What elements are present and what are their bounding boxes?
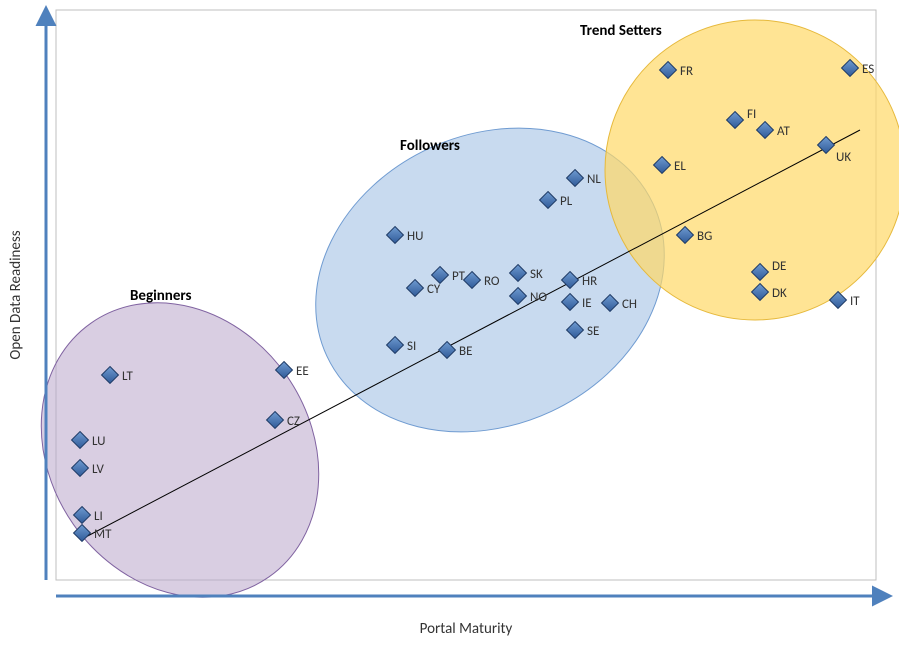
point-label-UK: UK: [836, 150, 851, 165]
point-label-IT: IT: [850, 294, 860, 309]
point-label-CH: CH: [622, 297, 637, 312]
point-label-ES: ES: [862, 62, 874, 77]
point-label-LT: LT: [122, 369, 134, 384]
point-label-DE: DE: [772, 259, 786, 274]
point-label-SI: SI: [407, 339, 416, 354]
point-label-LI: LI: [94, 509, 103, 524]
point-label-PL: PL: [560, 194, 573, 209]
point-label-PT: PT: [452, 269, 466, 284]
point-label-CZ: CZ: [287, 414, 300, 429]
point-label-SK: SK: [530, 267, 543, 282]
point-label-DK: DK: [772, 286, 787, 301]
point-label-HU: HU: [407, 229, 423, 244]
point-label-NO: NO: [530, 290, 547, 305]
point-label-EE: EE: [296, 364, 309, 379]
point-label-AT: AT: [777, 124, 791, 139]
point-label-EL: EL: [674, 159, 686, 174]
cluster-label-beginners: Beginners: [130, 287, 192, 305]
point-label-MT: MT: [94, 527, 112, 542]
point-label-SE: SE: [587, 324, 599, 339]
point-label-IE: IE: [582, 296, 592, 311]
point-label-FR: FR: [680, 64, 693, 79]
cluster-label-trendsetters: Trend Setters: [580, 22, 662, 40]
scatter-chart: MT LI LV LU LT CZ EE SI BE CY PT RO HU SK NO HR IE SE CH PL…: [0, 0, 899, 645]
point-label-FI: FI: [747, 107, 756, 122]
cluster-label-followers: Followers: [400, 137, 460, 155]
chart-svg: MT LI LV LU LT CZ EE SI BE CY PT RO HU SK NO HR IE SE CH PL…: [0, 0, 899, 645]
x-axis-label: Portal Maturity: [420, 620, 513, 638]
point-label-RO: RO: [484, 274, 500, 289]
point-label-LU: LU: [92, 434, 106, 449]
point-label-HR: HR: [582, 274, 597, 289]
point-label-BG: BG: [697, 229, 712, 244]
point-label-BE: BE: [459, 344, 472, 359]
point-label-CY: CY: [427, 282, 441, 297]
y-axis-label: Open Data Readiness: [7, 230, 25, 359]
point-label-NL: NL: [587, 172, 601, 187]
point-label-LV: LV: [92, 462, 105, 477]
